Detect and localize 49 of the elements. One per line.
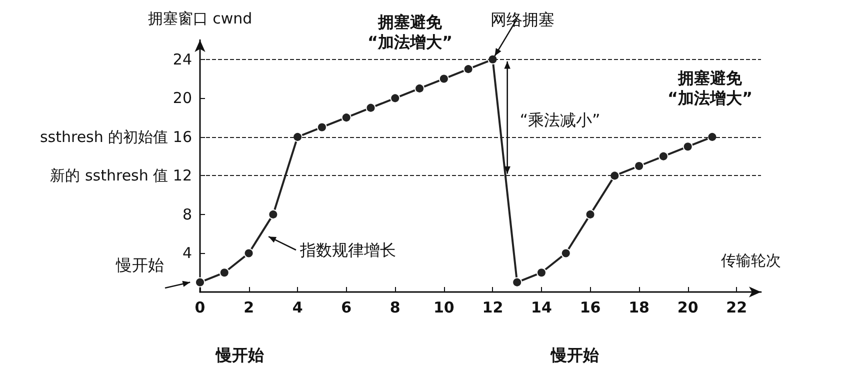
point bbox=[366, 102, 376, 113]
point bbox=[658, 151, 668, 162]
x-tick-label: 14 bbox=[531, 298, 552, 316]
x-tick-label: 4 bbox=[292, 298, 303, 316]
point bbox=[463, 64, 474, 74]
x-tick-label: 8 bbox=[390, 298, 400, 316]
x-tick-label: 0 bbox=[194, 298, 206, 316]
x-tick-label: 16 bbox=[580, 298, 601, 316]
y-tick-label: 24 bbox=[172, 50, 192, 68]
point bbox=[195, 277, 205, 288]
point bbox=[219, 268, 230, 278]
point bbox=[341, 112, 352, 123]
y-tick-label: ssthresh 的初始值 16 bbox=[40, 128, 192, 146]
point bbox=[438, 74, 449, 84]
point bbox=[560, 248, 571, 258]
point bbox=[390, 93, 400, 104]
annotation: “乘法减小” bbox=[520, 110, 600, 130]
text: 慢开始 bbox=[550, 346, 600, 364]
y-tick-label: 20 bbox=[172, 89, 192, 108]
x-tick-label: 6 bbox=[341, 298, 352, 316]
point bbox=[292, 132, 303, 142]
point bbox=[585, 209, 596, 220]
point bbox=[610, 170, 620, 181]
point bbox=[512, 277, 522, 288]
annotation: 拥塞避免 “加法增大” bbox=[367, 12, 453, 52]
text: 慢开始 bbox=[115, 256, 164, 274]
point bbox=[682, 142, 693, 152]
point bbox=[244, 248, 254, 258]
x-tick-label: 20 bbox=[677, 298, 698, 316]
y-tick-label: 新的 ssthresh 值 12 bbox=[50, 166, 192, 185]
x-tick-label: 22 bbox=[726, 298, 748, 316]
x-tick-label: 2 bbox=[244, 298, 254, 316]
point bbox=[414, 83, 425, 94]
point bbox=[707, 132, 718, 142]
x-tick-label: 18 bbox=[628, 298, 650, 316]
point bbox=[268, 209, 278, 220]
annotation: 指数规律增长 bbox=[299, 240, 396, 260]
point bbox=[536, 268, 546, 278]
y-tick-label: 8 bbox=[182, 205, 192, 224]
annotation: 拥塞避免 “加法增大” bbox=[667, 68, 753, 108]
annotation: 网络拥塞 bbox=[490, 10, 555, 29]
y-tick-label: 4 bbox=[182, 244, 192, 262]
point bbox=[634, 161, 644, 171]
x-axis-title: 传输轮次 bbox=[721, 252, 781, 270]
x-tick-label: 10 bbox=[433, 298, 454, 316]
text: 慢开始 bbox=[215, 346, 265, 364]
x-tick-label: 12 bbox=[482, 298, 504, 316]
point bbox=[316, 122, 327, 132]
y-axis-title: 拥塞窗口 cwnd bbox=[148, 10, 252, 28]
